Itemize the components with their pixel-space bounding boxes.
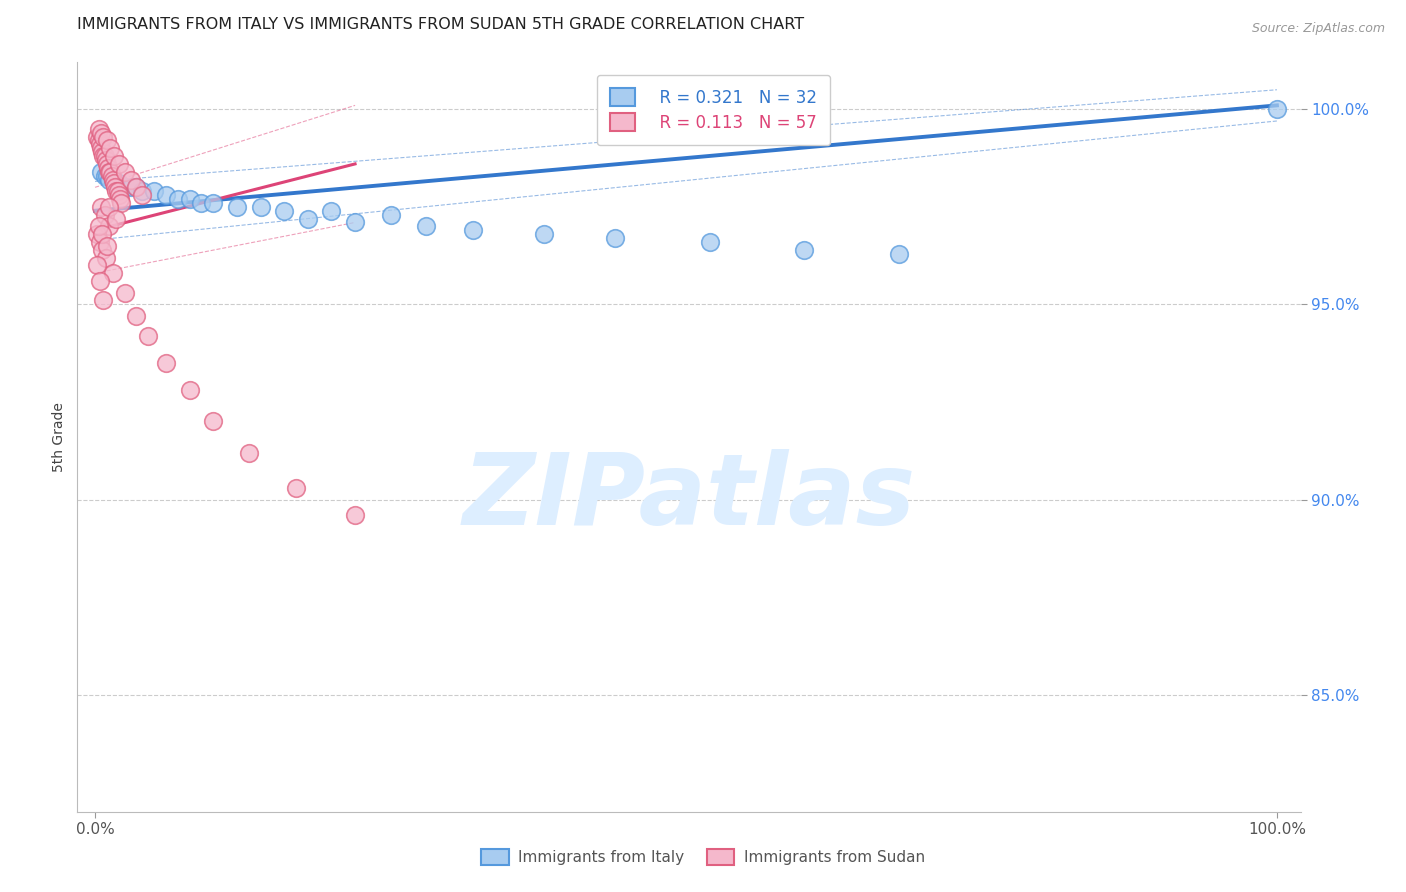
Point [98, 172, 121, 186]
Point [344, 508, 367, 522]
Point [179, 383, 201, 397]
Point [101, 266, 124, 280]
Point [96, 239, 118, 253]
Point [108, 192, 131, 206]
Point [273, 203, 295, 218]
Point [98, 164, 121, 178]
Point [285, 481, 308, 495]
Point [887, 246, 910, 260]
Point [104, 180, 127, 194]
Point [125, 180, 148, 194]
Point [96, 133, 118, 147]
Point [91, 293, 114, 308]
Point [321, 203, 343, 218]
Point [94, 251, 117, 265]
Point [91, 243, 114, 257]
Point [107, 177, 129, 191]
Point [125, 180, 148, 194]
Point [103, 177, 125, 191]
Point [93, 208, 115, 222]
Text: ZIPatlas: ZIPatlas [463, 449, 915, 546]
Point [136, 328, 159, 343]
Point [87, 121, 110, 136]
Point [87, 133, 110, 147]
Point [86, 129, 108, 144]
Point [91, 129, 114, 144]
Point [603, 231, 626, 245]
Point [100, 169, 122, 183]
Point [90, 126, 112, 140]
Point [107, 184, 129, 198]
Point [105, 184, 128, 198]
Point [533, 227, 555, 242]
Point [120, 172, 142, 186]
Point [87, 219, 110, 234]
Point [107, 188, 129, 202]
Point [86, 227, 108, 242]
Point [100, 141, 122, 155]
Point [101, 172, 124, 186]
Point [86, 258, 108, 272]
Point [97, 161, 120, 175]
Point [202, 414, 225, 428]
Point [91, 149, 114, 163]
Legend: Immigrants from Italy, Immigrants from Sudan: Immigrants from Italy, Immigrants from S… [475, 843, 931, 871]
Point [699, 235, 721, 249]
Point [344, 215, 367, 229]
Point [143, 184, 166, 198]
Point [98, 219, 121, 234]
Point [103, 149, 125, 163]
Point [179, 192, 201, 206]
Point [793, 243, 815, 257]
Point [96, 169, 118, 183]
Y-axis label: 5th Grade: 5th Grade [52, 402, 66, 472]
Point [93, 169, 115, 183]
Point [155, 356, 177, 370]
Point [463, 223, 485, 237]
Point [107, 157, 129, 171]
Point [202, 195, 225, 210]
Point [166, 192, 188, 206]
Text: Source: ZipAtlas.com: Source: ZipAtlas.com [1251, 22, 1385, 36]
Point [101, 172, 124, 186]
Point [380, 208, 402, 222]
Point [89, 235, 111, 249]
Point [238, 445, 260, 459]
Point [90, 141, 112, 155]
Point [98, 200, 121, 214]
Point [90, 200, 112, 214]
Point [114, 285, 136, 300]
Point [114, 180, 136, 194]
Point [110, 195, 132, 210]
Point [94, 153, 117, 167]
Point [249, 200, 271, 214]
Point [91, 227, 114, 242]
Point [415, 219, 437, 234]
Text: IMMIGRANTS FROM ITALY VS IMMIGRANTS FROM SUDAN 5TH GRADE CORRELATION CHART: IMMIGRANTS FROM ITALY VS IMMIGRANTS FROM… [77, 18, 804, 32]
Point [100, 164, 122, 178]
Point [190, 195, 212, 210]
Point [91, 145, 114, 160]
Point [90, 164, 112, 178]
Point [120, 180, 142, 194]
Legend:   R = 0.321   N = 32,   R = 0.113   N = 57: R = 0.321 N = 32, R = 0.113 N = 57 [598, 75, 830, 145]
Point [96, 157, 118, 171]
Point [131, 184, 153, 198]
Point [105, 211, 128, 226]
Point [1265, 102, 1288, 116]
Point [114, 164, 136, 178]
Point [155, 188, 177, 202]
Point [297, 211, 319, 226]
Point [131, 188, 153, 202]
Point [105, 177, 128, 191]
Point [93, 149, 115, 163]
Point [125, 309, 148, 323]
Point [89, 274, 111, 288]
Point [89, 137, 111, 152]
Point [225, 200, 247, 214]
